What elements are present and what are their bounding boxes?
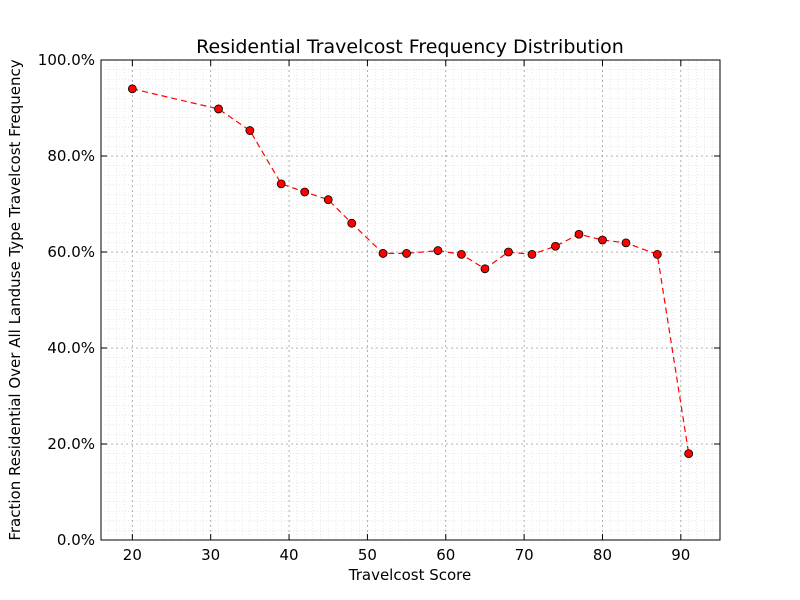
data-point (480, 264, 490, 274)
x-tick-label: 20 (123, 546, 142, 564)
x-tick-label: 80 (593, 546, 612, 564)
data-point (127, 84, 137, 94)
data-point (300, 187, 310, 197)
data-point (457, 249, 466, 259)
data-point (551, 241, 560, 251)
grid (100, 59, 721, 541)
data-point (323, 195, 333, 205)
x-tick-label: 40 (280, 546, 299, 564)
series-layer (127, 84, 694, 459)
axis-ticks: 20 30 40 50 60 70 80 90 0.0% 20.0% 40.0% 60.0% 80.0%… (38, 51, 720, 564)
data-point (574, 229, 584, 239)
y-tick-label: 40.0% (47, 339, 95, 357)
y-axis-label: Fraction Residential Over All Landuse Ty… (6, 59, 24, 540)
y-tick-label: 0.0% (57, 531, 95, 549)
chart-title: Residential Travelcost Frequency Distrib… (196, 36, 624, 58)
x-tick-label: 90 (671, 546, 690, 564)
data-point (621, 238, 631, 248)
data-point (652, 249, 662, 259)
data-point (433, 246, 443, 255)
x-tick-label: 60 (436, 546, 455, 564)
x-tick-label: 70 (515, 546, 534, 564)
y-tick-label: 100.0% (38, 51, 95, 69)
data-point (527, 249, 537, 259)
x-tick-label: 50 (358, 546, 377, 564)
data-point (598, 235, 607, 245)
data-point (378, 249, 388, 258)
data-point (214, 104, 223, 114)
y-tick-label: 60.0% (47, 243, 95, 261)
data-point (276, 179, 286, 189)
plot-area-frame (100, 59, 721, 541)
data-point (684, 449, 694, 459)
data-point (402, 249, 411, 258)
x-axis-label: Travelcost Score (348, 566, 472, 584)
data-point (504, 247, 513, 257)
data-point (347, 218, 357, 228)
y-tick-label: 20.0% (47, 435, 95, 453)
x-tick-label: 30 (201, 546, 220, 564)
data-point (245, 126, 255, 135)
y-tick-label: 80.0% (47, 147, 95, 165)
